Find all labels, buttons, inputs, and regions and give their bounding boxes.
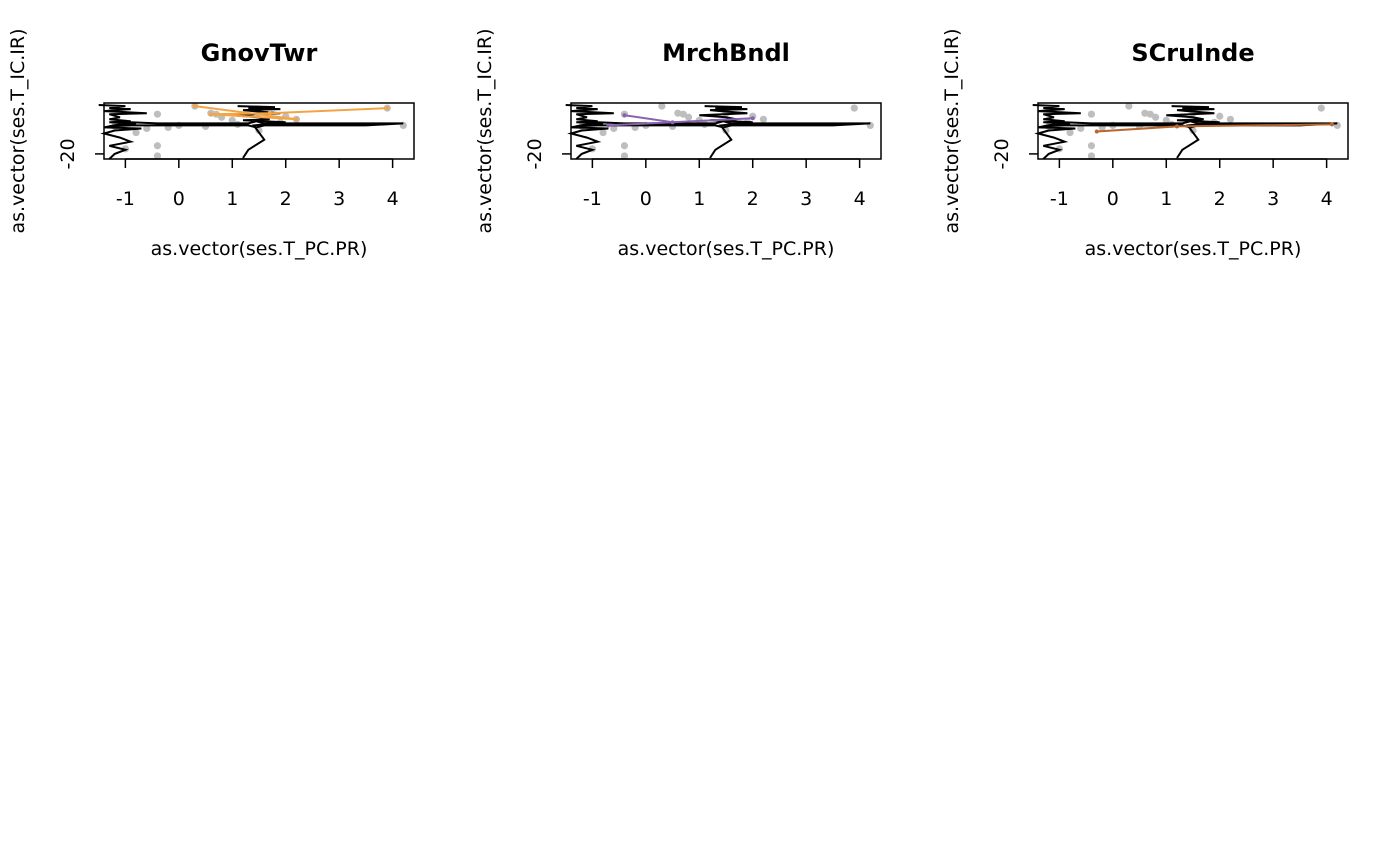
highlight-point: [1094, 129, 1099, 134]
density-curve-horizontal: [576, 120, 871, 129]
density-curve-horizontal: [109, 120, 404, 129]
background-point: [1077, 124, 1085, 133]
x-axis-label: as.vector(ses.T_PC.PR): [618, 238, 835, 260]
x-tick-label: 2: [1214, 188, 1226, 210]
background-point: [153, 110, 162, 118]
panel-title: SCruInde: [1131, 39, 1254, 67]
y-tick-label: -20: [524, 138, 546, 169]
highlight-point: [192, 104, 197, 109]
highlight-point: [1174, 124, 1179, 129]
x-tick-label: 1: [693, 188, 705, 210]
highlight-point: [1329, 122, 1334, 127]
background-point: [674, 109, 682, 117]
x-tick-label: 0: [640, 188, 652, 210]
highlight-point: [750, 116, 755, 121]
highlight-point: [267, 111, 272, 116]
background-point: [658, 102, 666, 110]
y-axis-label: as.vector(ses.T_IC.IR): [941, 28, 963, 233]
background-point: [684, 113, 693, 121]
y-axis-label: as.vector(ses.T_IC.IR): [474, 28, 496, 233]
x-tick-label: 0: [173, 188, 185, 210]
x-tick-label: -1: [116, 188, 135, 210]
background-point: [1162, 116, 1170, 124]
background-point: [143, 124, 151, 133]
panel-3: -1 0 1 2 3 4 -20 SCruInde as.vector(ses.T_PC.PR)…: [941, 28, 1349, 260]
highlight-point: [208, 112, 213, 117]
highlight-point: [622, 113, 627, 118]
highlight-point: [385, 106, 390, 111]
x-tick-label: 3: [333, 188, 345, 210]
background-point: [1087, 142, 1096, 150]
background-point: [620, 152, 629, 160]
background-point: [1087, 110, 1096, 118]
background-point: [610, 124, 618, 133]
x-tick-label: 4: [854, 188, 866, 210]
background-point: [679, 110, 687, 118]
background-point: [1066, 128, 1074, 137]
highlight-point: [606, 123, 611, 128]
x-tick-label: 4: [1321, 188, 1333, 210]
background-point: [153, 142, 162, 150]
background-point: [1125, 102, 1133, 110]
x-axis-label: as.vector(ses.T_PC.PR): [151, 238, 368, 260]
x-tick-label: 2: [280, 188, 292, 210]
background-point: [1141, 109, 1149, 117]
highlight-line: [608, 114, 753, 127]
background-point: [153, 152, 162, 160]
x-tick-label: 3: [1267, 188, 1279, 210]
panel-2: -1 0 1 2 3 4 -20 MrchBndl as.vector(ses.T_PC.PR)…: [474, 28, 882, 260]
x-tick-label: -1: [583, 188, 602, 210]
background-point: [228, 116, 236, 124]
background-point: [1317, 104, 1325, 112]
background-point: [132, 128, 140, 137]
background-point: [599, 128, 607, 137]
background-point: [1151, 113, 1160, 121]
background-point: [1087, 152, 1096, 160]
panel-title: GnovTwr: [201, 39, 318, 67]
x-tick-label: -1: [1050, 188, 1069, 210]
background-point: [1216, 112, 1224, 120]
panel-1: -1 0 1 2 3 4 -20 GnovTwr as.vector(ses.T_PC.PR) a…: [7, 28, 415, 260]
x-tick-label: 3: [800, 188, 812, 210]
x-tick-label: 4: [387, 188, 399, 210]
background-point: [620, 142, 629, 150]
y-axis-label: as.vector(ses.T_IC.IR): [7, 28, 29, 233]
background-point: [1226, 115, 1235, 123]
background-point: [759, 115, 768, 123]
density-curve-horizontal: [1043, 120, 1338, 129]
y-tick-label: -20: [57, 138, 79, 169]
density-curve-right: [699, 105, 753, 159]
x-tick-label: 0: [1107, 188, 1119, 210]
density-curve-right: [1166, 105, 1220, 159]
x-tick-label: 1: [1160, 188, 1172, 210]
highlight-point: [294, 117, 299, 122]
y-tick-label: -20: [991, 138, 1013, 169]
x-tick-label: 1: [226, 188, 238, 210]
x-tick-label: 2: [747, 188, 759, 210]
panel-title: MrchBndl: [662, 39, 790, 67]
highlight-point: [670, 120, 675, 125]
background-point: [1146, 110, 1154, 118]
background-point: [850, 104, 858, 112]
x-axis-label: as.vector(ses.T_PC.PR): [1085, 238, 1302, 260]
